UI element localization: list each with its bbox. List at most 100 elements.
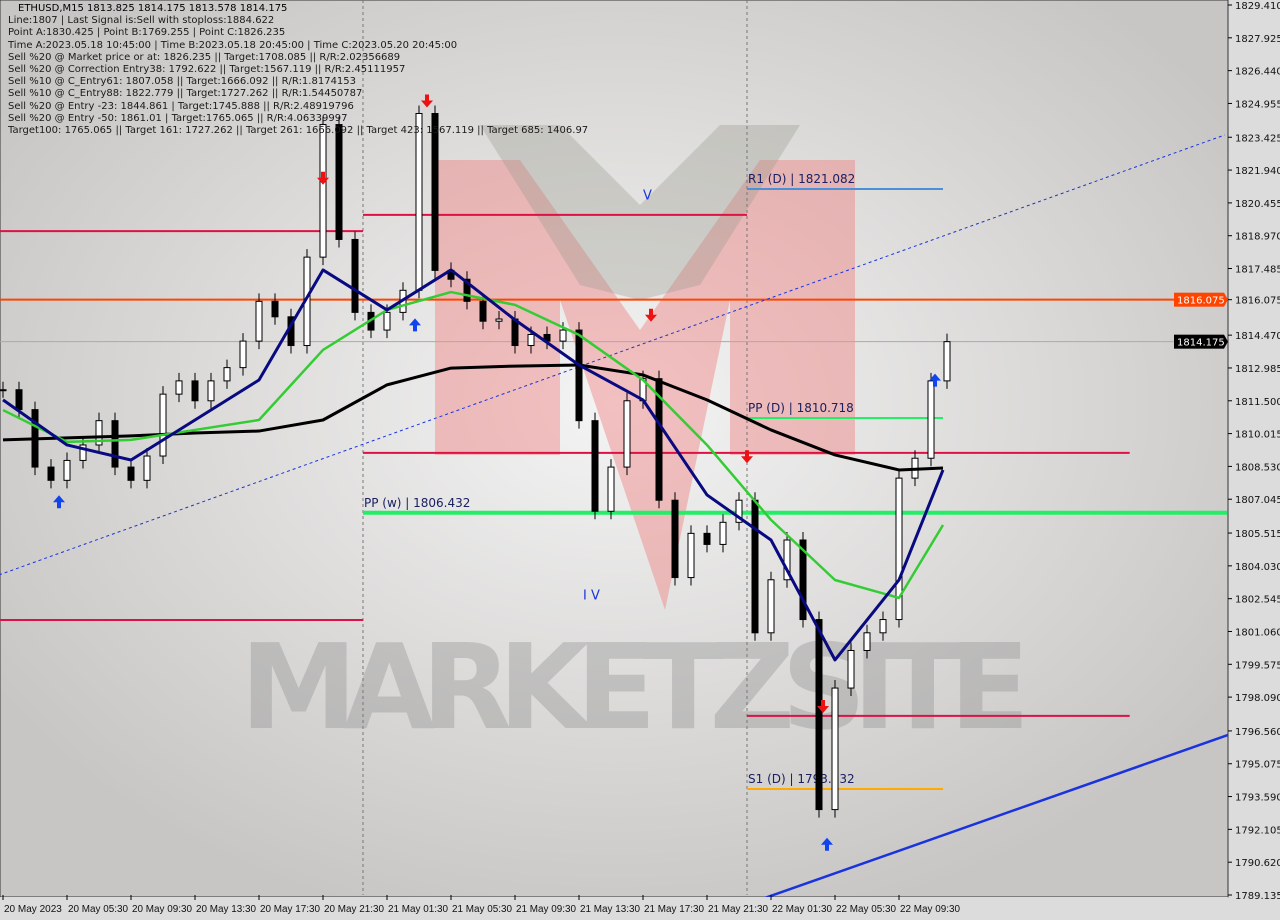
candle <box>767 579 775 634</box>
sell-arrow-icon <box>645 308 657 322</box>
candle <box>79 444 87 461</box>
symbol-title: ETHUSD,M15 1813.825 1814.175 1813.578 18… <box>18 3 288 14</box>
buy-arrow-icon <box>409 318 421 332</box>
price-tick-label: 1829.410 <box>1235 1 1280 12</box>
price-tick-label: 1789.135 <box>1235 891 1280 902</box>
price-tick-label: 1802.545 <box>1235 595 1280 606</box>
moving-average-fast <box>2 268 945 662</box>
sell-arrow-icon <box>317 171 329 185</box>
price-tick-label: 1816.075 <box>1235 296 1280 307</box>
candle <box>223 367 231 382</box>
candle <box>191 380 199 402</box>
current-price-marker <box>1174 334 1224 349</box>
candle <box>319 124 327 258</box>
time-tick-label: 21 May 01:30 <box>388 904 448 915</box>
time-tick-label: 20 May 09:30 <box>132 904 192 915</box>
price-tick-label: 1817.485 <box>1235 265 1280 276</box>
price-tick-label: 1821.940 <box>1235 166 1280 177</box>
candle <box>175 380 183 395</box>
price-tick-label: 1818.970 <box>1235 232 1280 243</box>
wave-label: V <box>643 189 652 204</box>
price-tick-label: 1801.060 <box>1235 627 1280 638</box>
time-tick-label: 21 May 13:30 <box>580 904 640 915</box>
time-tick-label: 21 May 21:30 <box>708 904 768 915</box>
candle <box>607 466 615 512</box>
buy-arrow-icon <box>821 837 833 851</box>
time-tick-label: 20 May 05:30 <box>68 904 128 915</box>
candle <box>687 532 695 579</box>
candle <box>463 278 471 302</box>
candle <box>927 380 935 459</box>
sell-arrow-icon <box>741 450 753 464</box>
info-line: Target100: 1765.065 || Target 161: 1727.… <box>8 125 589 137</box>
candle <box>895 477 903 621</box>
candle <box>415 113 423 291</box>
candle <box>479 300 487 322</box>
candle <box>863 632 871 651</box>
price-tick-label: 1812.985 <box>1235 364 1280 375</box>
candle <box>783 539 791 581</box>
candle <box>159 393 167 457</box>
candle <box>255 300 263 342</box>
candle <box>0 389 7 392</box>
price-tick-label: 1810.015 <box>1235 430 1280 441</box>
info-line: Time A:2023.05.18 10:45:00 | Time B:2023… <box>8 39 458 51</box>
info-line: Sell %10 @ C_Entry61: 1807.058 || Target… <box>8 76 357 88</box>
price-tick-label: 1805.515 <box>1235 529 1280 540</box>
time-tick-label: 22 May 09:30 <box>900 904 960 915</box>
time-tick-label: 21 May 17:30 <box>644 904 704 915</box>
time-tick-label: 22 May 05:30 <box>836 904 896 915</box>
info-line: Sell %20 @ Entry -23: 1844.861 | Target:… <box>8 100 354 112</box>
price-tick-label: 1827.925 <box>1235 34 1280 45</box>
indicator-info-panel: ETHUSD,M15 1813.825 1814.175 1813.578 18… <box>8 3 588 137</box>
price-tick-label: 1823.425 <box>1235 133 1280 144</box>
trend-line <box>0 134 1226 576</box>
candle <box>751 499 759 634</box>
buy-arrow-icon <box>53 495 65 509</box>
price-tick-label: 1820.455 <box>1235 199 1280 210</box>
current-price-marker-label: 1814.175 <box>1177 338 1225 349</box>
info-line: Line:1807 | Last Signal is:Sell with sto… <box>8 15 275 27</box>
time-tick-label: 22 May 01:30 <box>772 904 832 915</box>
price-tick-label: 1824.955 <box>1235 99 1280 110</box>
price-tick-label: 1808.530 <box>1235 462 1280 473</box>
time-tick-label: 20 May 21:30 <box>324 904 384 915</box>
sell-arrow-icon <box>817 699 829 713</box>
price-tick-label: 1814.470 <box>1235 331 1280 342</box>
level-label: S1 (D) | 1793.932 <box>748 772 855 786</box>
candle <box>351 238 359 313</box>
candle <box>383 311 391 331</box>
watermark-logo-top <box>480 125 800 300</box>
price-tick-label: 1811.500 <box>1235 397 1280 408</box>
candle <box>15 389 23 411</box>
price-tick-label: 1793.590 <box>1235 793 1280 804</box>
time-tick-label: 20 May 2023 <box>4 904 62 915</box>
candle <box>495 318 503 322</box>
info-line: Sell %20 @ Correction Entry38: 1792.622 … <box>8 64 406 76</box>
candle <box>143 455 151 481</box>
price-tick-label: 1807.045 <box>1235 495 1280 506</box>
plot-area <box>0 0 1229 898</box>
candle <box>239 340 247 369</box>
highlight-price-marker <box>1174 292 1224 307</box>
candle <box>943 341 951 382</box>
candle <box>527 333 535 347</box>
price-axis <box>1229 0 1280 920</box>
price-tick-label: 1796.560 <box>1235 727 1280 738</box>
info-line: Sell %20 @ Market price or at: 1826.235 … <box>8 51 401 63</box>
level-label: PP (w) | 1806.432 <box>364 496 470 510</box>
sell-arrow-icon <box>421 94 433 108</box>
candle <box>111 420 119 468</box>
candle <box>831 687 839 811</box>
current-price-marker-pointer <box>1224 334 1228 349</box>
candle <box>271 300 279 318</box>
info-line: Sell %10 @ C_Entry88: 1822.779 || Target… <box>8 88 363 100</box>
watermark-text: MARKETZSITE <box>240 618 1030 756</box>
candle <box>591 420 599 512</box>
wave-label: I V <box>583 589 600 604</box>
candle <box>47 466 55 481</box>
candle <box>655 378 663 501</box>
candle <box>719 521 727 545</box>
